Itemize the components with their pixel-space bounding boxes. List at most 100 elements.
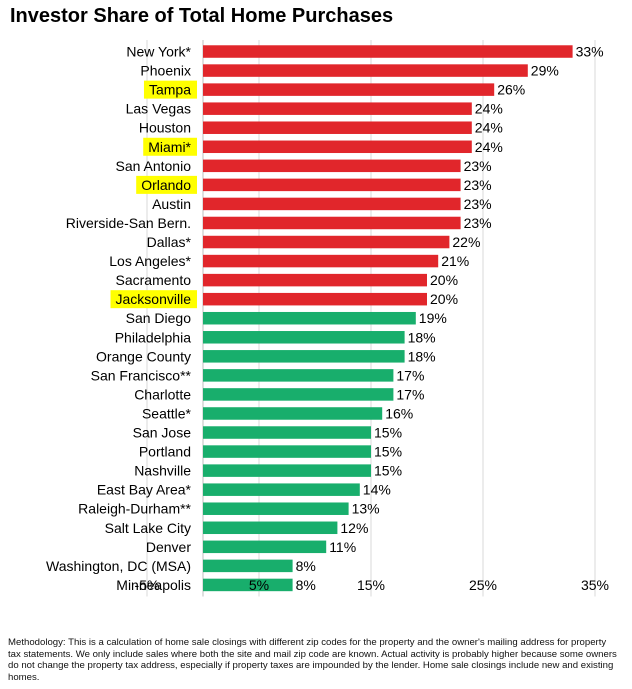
value-label: 29% xyxy=(531,63,559,79)
category-label: Sacramento xyxy=(116,272,192,288)
bar xyxy=(203,216,461,230)
category-label: San Francisco** xyxy=(91,367,192,383)
bar xyxy=(203,350,405,363)
x-tick-label: -5% xyxy=(135,577,160,593)
chart-title: Investor Share of Total Home Purchases xyxy=(10,5,394,27)
category-label: East Bay Area* xyxy=(97,482,192,498)
label-highlight xyxy=(143,80,197,99)
category-label: Charlotte xyxy=(134,386,191,402)
methodology-note: Methodology: This is a calculation of ho… xyxy=(8,637,617,683)
category-label: Seattle* xyxy=(142,405,192,421)
category-label: Washington, DC (MSA) xyxy=(46,558,191,574)
bar xyxy=(203,178,461,192)
category-label: Minneapolis xyxy=(116,577,191,593)
category-label: Las Vegas xyxy=(126,101,191,117)
value-label: 22% xyxy=(452,234,480,250)
value-label: 23% xyxy=(464,177,492,193)
bar xyxy=(203,483,360,496)
bar xyxy=(203,407,383,420)
bar xyxy=(203,292,427,306)
value-label: 17% xyxy=(396,386,424,402)
bars xyxy=(203,45,573,592)
value-label: 15% xyxy=(374,463,402,479)
value-label: 18% xyxy=(408,329,436,345)
value-label: 8% xyxy=(296,577,316,593)
value-label: 23% xyxy=(464,215,492,231)
category-label: Tampa xyxy=(149,82,191,98)
x-tick-label: 35% xyxy=(581,577,609,593)
category-label: Phoenix xyxy=(140,63,191,79)
bar xyxy=(203,521,338,535)
value-label: 11% xyxy=(329,539,356,555)
category-label: Nashville xyxy=(134,463,191,479)
value-label: 24% xyxy=(475,120,503,136)
value-label: 13% xyxy=(352,501,380,517)
value-labels: 33% 29% 26% 24% 24% 24% 23% 23% 23% 23% 22% 21% 20% 2… xyxy=(296,44,604,593)
x-tick-label: 25% xyxy=(469,577,497,593)
value-label: 24% xyxy=(475,139,503,155)
bar xyxy=(203,273,427,287)
label-highlights xyxy=(110,80,197,309)
value-label: 8% xyxy=(296,558,316,574)
category-label: Raleigh-Durham** xyxy=(78,501,191,517)
bar xyxy=(203,121,472,134)
category-label: New York* xyxy=(126,44,191,60)
label-highlight xyxy=(110,290,197,309)
category-label: Austin xyxy=(152,196,191,212)
bar xyxy=(203,464,371,477)
category-label: San Jose xyxy=(133,425,192,441)
category-label: San Diego xyxy=(126,310,192,326)
category-label: Jacksonville xyxy=(116,291,192,307)
bar xyxy=(203,159,461,173)
bar xyxy=(203,102,472,115)
category-label: Houston xyxy=(139,120,191,136)
label-highlight xyxy=(143,137,197,156)
value-label: 21% xyxy=(441,253,469,269)
category-label: Salt Lake City xyxy=(105,520,191,536)
category-label: Denver xyxy=(146,539,191,555)
category-label: Orlando xyxy=(141,177,191,193)
category-label: Philadelphia xyxy=(115,329,191,345)
category-label: Orange County xyxy=(96,348,191,364)
bar xyxy=(203,540,327,554)
x-tick-label: 15% xyxy=(357,577,385,593)
category-label: Dallas* xyxy=(147,234,192,250)
bar xyxy=(203,254,439,268)
bar xyxy=(203,445,371,458)
bar xyxy=(203,235,450,249)
x-tick-label: 5% xyxy=(249,577,269,593)
value-label: 18% xyxy=(408,348,436,364)
bar xyxy=(203,197,461,211)
category-label: Miami* xyxy=(148,139,191,155)
value-label: 14% xyxy=(363,482,391,498)
bar xyxy=(203,45,573,58)
label-highlight xyxy=(136,175,197,194)
category-label: Riverside-San Bern. xyxy=(66,215,191,231)
bar xyxy=(203,426,371,439)
bar xyxy=(203,578,293,592)
bar xyxy=(203,311,416,325)
value-label: 19% xyxy=(419,310,447,326)
bar xyxy=(203,502,349,515)
value-label: 17% xyxy=(396,367,424,383)
value-label: 23% xyxy=(464,196,492,212)
value-label: 15% xyxy=(374,444,402,460)
value-label: 20% xyxy=(430,291,458,307)
value-label: 20% xyxy=(430,272,458,288)
category-label: Portland xyxy=(139,444,191,460)
value-label: 16% xyxy=(385,405,413,421)
x-tick-labels: -5% 5% 15% 25% 35% xyxy=(135,577,609,593)
bar-chart: New York* Phoenix Tampa Las Vegas Houston Mia… xyxy=(46,40,609,597)
value-label: 26% xyxy=(497,82,525,98)
bar xyxy=(203,64,528,77)
bar xyxy=(203,559,293,573)
value-label: 33% xyxy=(576,44,604,60)
bar xyxy=(203,140,472,154)
bar xyxy=(203,331,405,344)
category-labels: New York* Phoenix Tampa Las Vegas Houston Mia… xyxy=(46,44,192,593)
value-label: 15% xyxy=(374,425,402,441)
category-label: Los Angeles* xyxy=(109,253,191,269)
bar xyxy=(203,83,495,96)
value-label: 24% xyxy=(475,101,503,117)
value-label: 12% xyxy=(340,520,368,536)
